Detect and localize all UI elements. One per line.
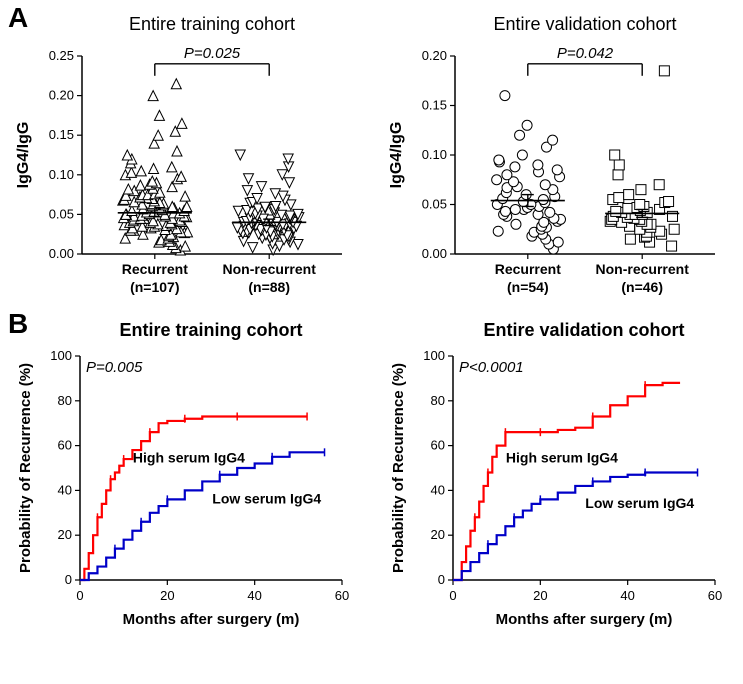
svg-text:0.20: 0.20: [422, 48, 447, 63]
svg-text:(n=54): (n=54): [507, 279, 549, 295]
scatter-validation: Entire validation cohort 0.00 0.05 0.10 0.15…: [383, 10, 733, 310]
svg-text:0.15: 0.15: [49, 127, 74, 142]
svg-text:Low serum IgG4: Low serum IgG4: [585, 495, 694, 511]
svg-text:Probability of Recurrence (%): Probability of Recurrence (%): [390, 363, 407, 573]
svg-text:0.25: 0.25: [49, 48, 74, 63]
svg-text:Non-recurrent: Non-recurrent: [596, 261, 690, 277]
svg-text:0.15: 0.15: [422, 98, 447, 113]
svg-text:Probability of Recurrence (%): Probability of Recurrence (%): [17, 363, 34, 573]
svg-text:P=0.025: P=0.025: [184, 45, 241, 62]
km-training: Entire training cohort 0 20 40 60 80 100 0 20 40 6…: [10, 318, 360, 638]
svg-text:0: 0: [438, 572, 445, 587]
km-validation: Entire validation cohort 0 20 40 60 80 100 0 20 4…: [383, 318, 733, 638]
svg-text:40: 40: [58, 482, 72, 497]
svg-text:100: 100: [423, 348, 445, 363]
km-training-svg: Entire training cohort 0 20 40 60 80 100 0 20 40 6…: [10, 318, 360, 638]
svg-text:IgG4/IgG: IgG4/IgG: [388, 122, 405, 189]
svg-text:Entire training cohort: Entire training cohort: [129, 14, 295, 34]
scatter-validation-svg: Entire validation cohort 0.00 0.05 0.10 0.15…: [383, 10, 733, 310]
svg-text:100: 100: [50, 348, 72, 363]
svg-text:80: 80: [431, 393, 445, 408]
svg-text:Entire validation cohort: Entire validation cohort: [483, 320, 684, 340]
panel-b-row: B Entire training cohort0204060801000204…: [10, 318, 733, 638]
svg-text:0.00: 0.00: [422, 246, 447, 261]
svg-text:0.05: 0.05: [422, 197, 447, 212]
svg-text:40: 40: [431, 482, 445, 497]
svg-text:0: 0: [76, 588, 83, 603]
svg-text:40: 40: [247, 588, 261, 603]
svg-text:0.10: 0.10: [422, 147, 447, 162]
svg-text:(n=107): (n=107): [130, 279, 179, 295]
svg-text:High serum IgG4: High serum IgG4: [133, 449, 245, 465]
figure-root: A Entire training cohort0.000.050.100.15…: [10, 10, 733, 638]
svg-text:High serum IgG4: High serum IgG4: [506, 449, 618, 465]
svg-text:Recurrent: Recurrent: [495, 261, 561, 277]
scatter-training: Entire training cohort 0.00 0.05 0.10 0.15 0.…: [10, 10, 360, 310]
scatter-training-svg: Entire training cohort 0.00 0.05 0.10 0.15 0.…: [10, 10, 360, 310]
svg-text:60: 60: [58, 438, 72, 453]
svg-text:0: 0: [449, 588, 456, 603]
svg-text:20: 20: [58, 527, 72, 542]
svg-text:60: 60: [431, 438, 445, 453]
svg-text:0.05: 0.05: [49, 206, 74, 221]
svg-text:P<0.0001: P<0.0001: [459, 359, 524, 376]
svg-text:0.20: 0.20: [49, 88, 74, 103]
svg-text:40: 40: [620, 588, 634, 603]
svg-text:0: 0: [65, 572, 72, 587]
svg-text:(n=88): (n=88): [248, 279, 290, 295]
svg-text:60: 60: [708, 588, 722, 603]
svg-text:Entire training cohort: Entire training cohort: [119, 320, 302, 340]
svg-text:20: 20: [160, 588, 174, 603]
svg-text:Months after surgery (m): Months after surgery (m): [496, 611, 673, 628]
svg-text:(n=46): (n=46): [621, 279, 663, 295]
svg-text:60: 60: [335, 588, 349, 603]
svg-text:Months after surgery (m): Months after surgery (m): [123, 611, 300, 628]
svg-text:0.00: 0.00: [49, 246, 74, 261]
svg-text:Recurrent: Recurrent: [122, 261, 188, 277]
svg-text:IgG4/IgG: IgG4/IgG: [15, 122, 32, 189]
svg-text:Non-recurrent: Non-recurrent: [223, 261, 317, 277]
svg-text:P=0.042: P=0.042: [557, 45, 614, 62]
svg-text:80: 80: [58, 393, 72, 408]
svg-text:Entire validation cohort: Entire validation cohort: [493, 14, 676, 34]
svg-text:20: 20: [533, 588, 547, 603]
svg-text:P=0.005: P=0.005: [86, 359, 143, 376]
svg-text:0.10: 0.10: [49, 167, 74, 182]
svg-text:Low serum IgG4: Low serum IgG4: [212, 490, 321, 506]
svg-text:20: 20: [431, 527, 445, 542]
km-validation-svg: Entire validation cohort 0 20 40 60 80 100 0 20 4…: [383, 318, 733, 638]
panel-a-row: A Entire training cohort0.000.050.100.15…: [10, 10, 733, 310]
